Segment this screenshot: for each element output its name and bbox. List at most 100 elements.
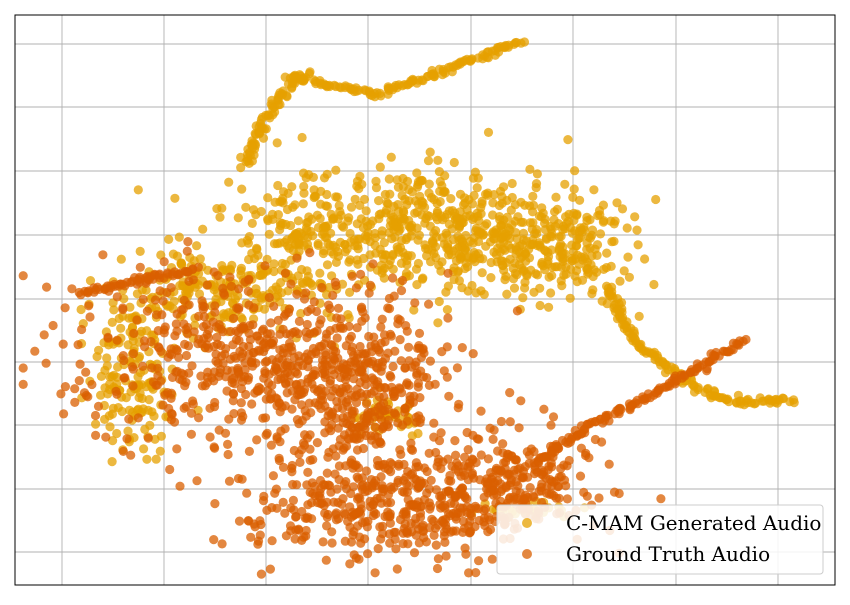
- scatter-point: [264, 229, 274, 239]
- scatter-point: [336, 210, 346, 220]
- legend-box: [496, 504, 824, 575]
- scatter-point: [318, 537, 328, 547]
- scatter-point: [446, 250, 457, 260]
- scatter-point: [455, 254, 465, 264]
- scatter-point: [556, 239, 566, 249]
- scatter-point: [569, 184, 579, 194]
- scatter-point: [297, 132, 307, 143]
- scatter-point: [100, 365, 110, 375]
- scatter-point: [750, 398, 761, 408]
- scatter-point: [331, 192, 341, 202]
- scatter-point: [248, 320, 258, 330]
- scatter-point: [357, 302, 367, 312]
- scatter-point: [290, 367, 300, 377]
- scatter-point: [520, 283, 530, 293]
- scatter-point: [347, 423, 357, 433]
- scatter-point: [355, 200, 365, 210]
- scatter-point: [307, 498, 317, 508]
- scatter-point: [280, 309, 291, 319]
- scatter-point: [242, 488, 252, 498]
- scatter-point: [290, 534, 300, 544]
- scatter-point: [328, 214, 338, 224]
- scatter-point: [299, 387, 309, 398]
- scatter-point: [140, 424, 150, 434]
- scatter-point: [112, 335, 122, 345]
- legend-marker-generated: [522, 518, 532, 528]
- scatter-point: [363, 407, 373, 417]
- scatter-point: [299, 440, 310, 450]
- scatter-point: [360, 517, 370, 527]
- scatter-point: [528, 191, 538, 201]
- scatter-point: [388, 361, 398, 372]
- scatter-point: [301, 288, 311, 298]
- scatter-point: [407, 527, 417, 537]
- scatter-point: [347, 271, 357, 281]
- scatter-point: [370, 406, 380, 416]
- scatter-point: [446, 194, 456, 204]
- scatter-point: [311, 348, 321, 359]
- scatter-point: [442, 305, 452, 315]
- scatter-point: [150, 295, 160, 305]
- scatter-point: [540, 246, 551, 256]
- scatter-point: [386, 210, 396, 220]
- scatter-point: [259, 491, 269, 501]
- scatter-point: [575, 195, 585, 205]
- scatter-point: [519, 37, 530, 47]
- scatter-point: [449, 274, 459, 285]
- scatter-point: [483, 478, 493, 489]
- scatter-point: [416, 352, 426, 362]
- scatter-point: [128, 349, 138, 359]
- scatter-point: [246, 532, 256, 542]
- legend-label-generated: C-MAM Generated Audio: [566, 511, 821, 535]
- scatter-point: [90, 410, 101, 421]
- scatter-point: [380, 337, 390, 347]
- scatter-point: [289, 352, 299, 363]
- scatter-point: [183, 341, 194, 351]
- scatter-point: [128, 381, 138, 391]
- scatter-point: [514, 423, 524, 433]
- scatter-point: [294, 419, 304, 429]
- scatter-point: [238, 411, 248, 422]
- scatter-point: [118, 351, 128, 361]
- scatter-point: [176, 368, 187, 378]
- scatter-point: [553, 481, 564, 491]
- scatter-point: [537, 257, 547, 268]
- scatter-point: [567, 256, 577, 266]
- scatter-point: [372, 363, 382, 373]
- scatter-point: [352, 255, 362, 265]
- scatter-point: [429, 418, 439, 428]
- scatter-point: [510, 455, 520, 465]
- scatter-point: [124, 414, 134, 424]
- scatter-point: [18, 271, 28, 281]
- scatter-point: [525, 483, 535, 493]
- scatter-point: [197, 381, 207, 391]
- scatter-point: [116, 254, 126, 264]
- scatter-point: [233, 213, 243, 223]
- scatter-point: [383, 303, 393, 313]
- scatter-point: [173, 270, 183, 280]
- scatter-point: [353, 349, 363, 359]
- scatter-point: [380, 263, 390, 273]
- scatter-point: [247, 361, 258, 371]
- scatter-point: [313, 239, 323, 249]
- scatter-point: [251, 284, 261, 294]
- scatter-point: [576, 443, 587, 453]
- scatter-point: [256, 519, 266, 530]
- scatter-point: [494, 212, 504, 222]
- scatter-point: [518, 217, 528, 227]
- scatter-point: [252, 435, 262, 445]
- scatter-point: [158, 400, 168, 410]
- scatter-point: [464, 568, 474, 578]
- scatter-point: [399, 214, 409, 224]
- scatter-point: [383, 404, 393, 414]
- scatter-point: [222, 365, 232, 375]
- scatter-point: [441, 228, 451, 238]
- scatter-point: [153, 342, 163, 352]
- scatter-point: [306, 226, 316, 237]
- scatter-point: [166, 388, 176, 398]
- scatter-point: [378, 424, 388, 434]
- scatter-point: [223, 439, 233, 449]
- scatter-point: [352, 384, 362, 394]
- scatter-point: [263, 216, 273, 226]
- scatter-point: [133, 413, 143, 423]
